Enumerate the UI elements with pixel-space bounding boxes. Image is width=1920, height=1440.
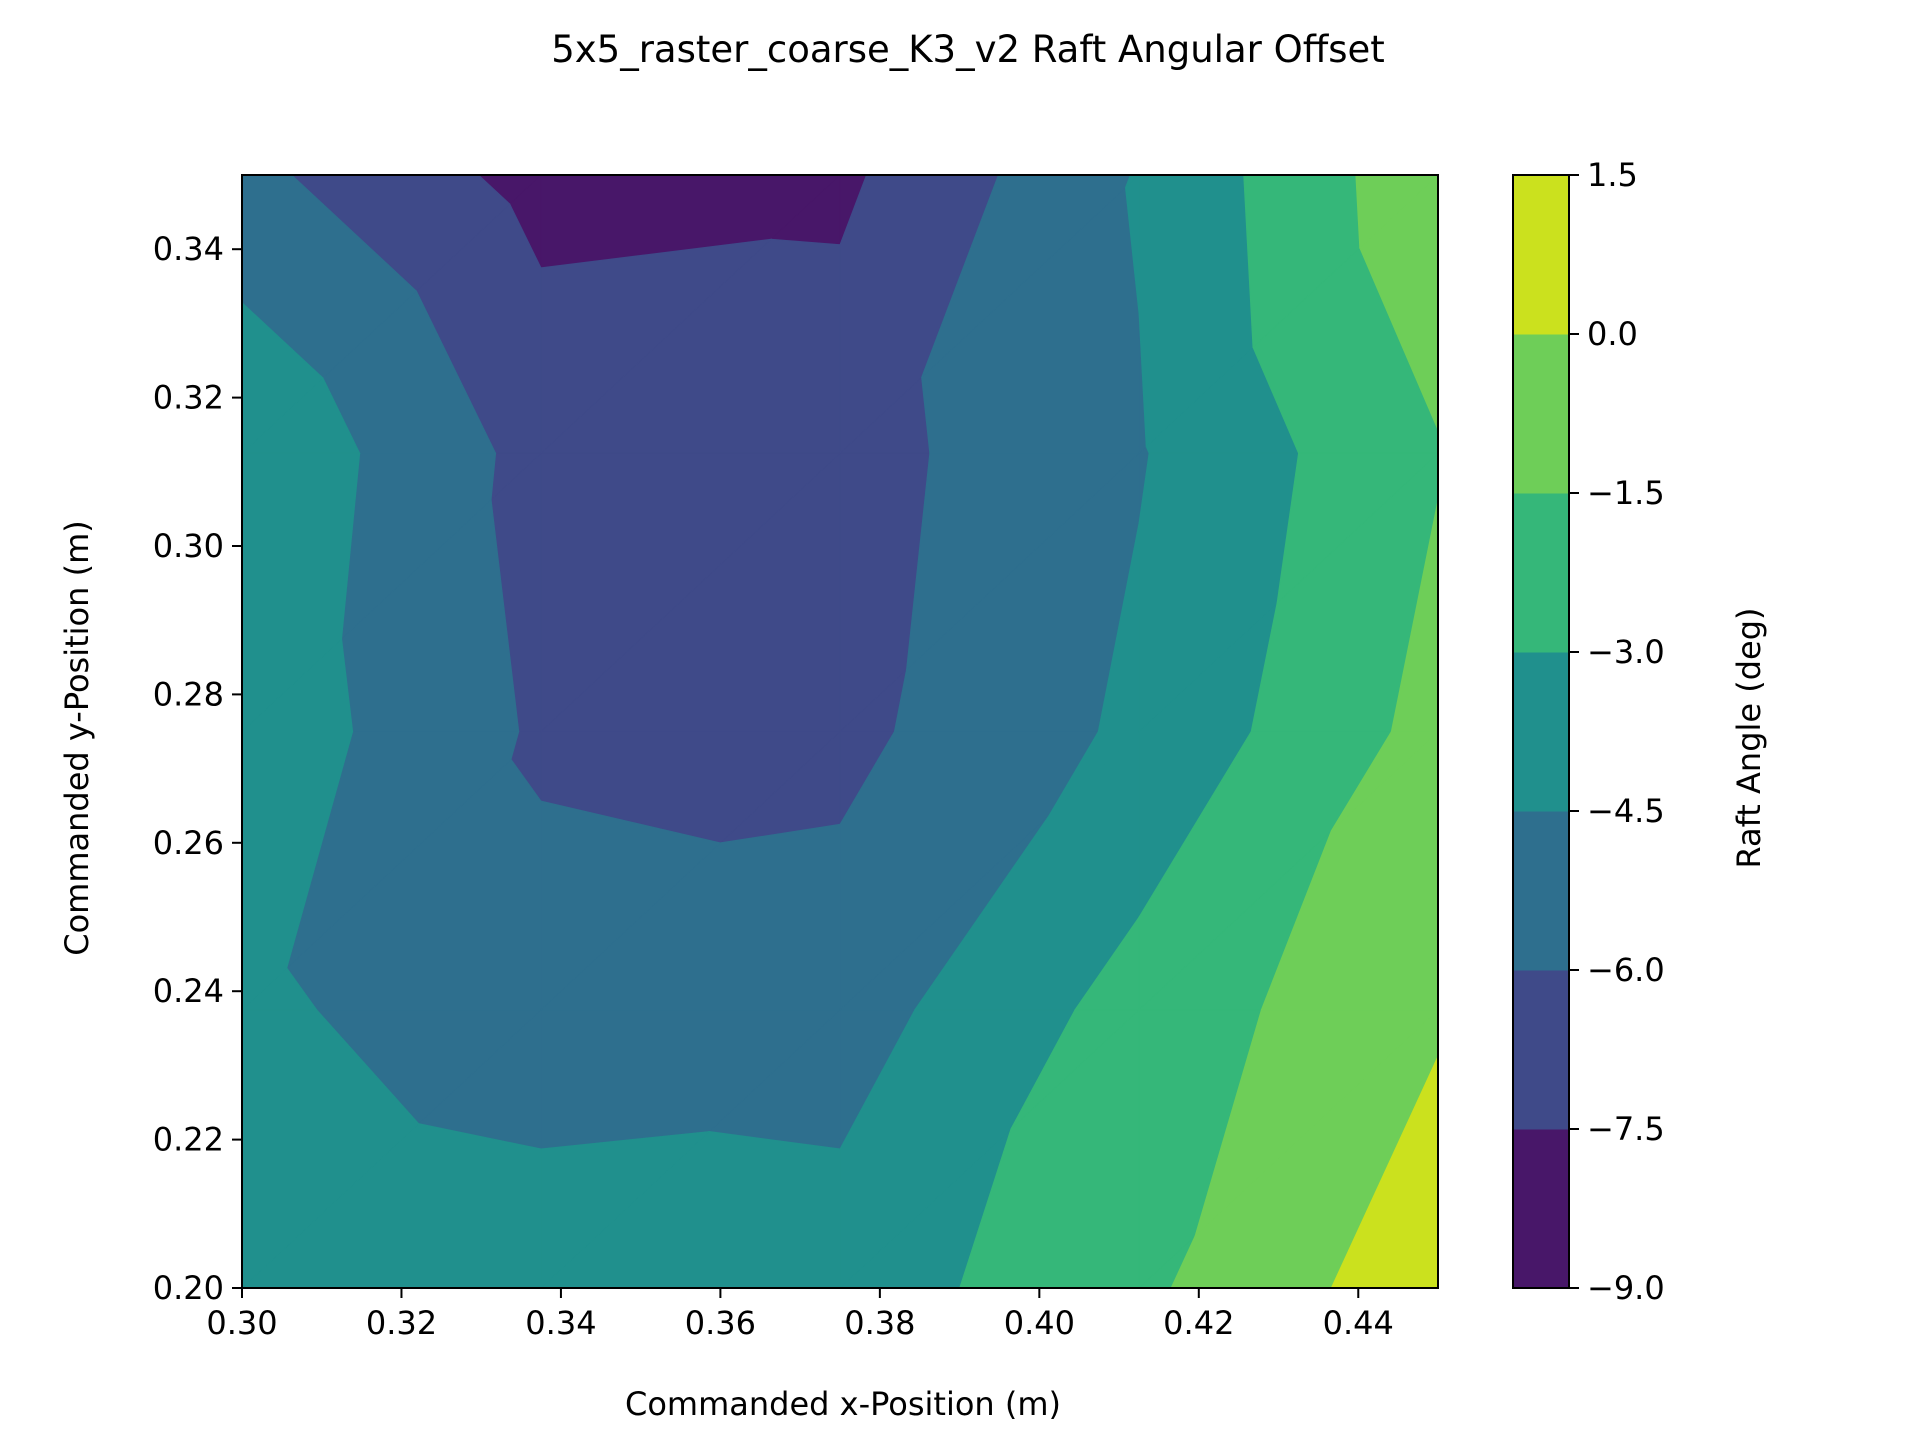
colorbar-label: Raft Angle (deg) <box>1730 607 1768 868</box>
y-tick-label: 0.30 <box>153 527 224 565</box>
contour-plot-area <box>240 174 1440 1289</box>
colorbar-tick-label: −4.5 <box>1587 792 1665 830</box>
colorbar-segment <box>1513 175 1569 335</box>
x-tick-label: 0.36 <box>685 1304 756 1342</box>
y-tick-label: 0.32 <box>153 379 224 417</box>
y-tick-label: 0.20 <box>153 1269 224 1307</box>
chart-title: 5x5_raster_coarse_K3_v2 Raft Angular Off… <box>551 28 1385 71</box>
y-tick-label: 0.34 <box>153 230 224 268</box>
plot-frame <box>241 174 1439 1289</box>
x-tick-label: 0.34 <box>525 1304 596 1342</box>
colorbar-segment <box>1513 811 1569 971</box>
colorbar-segment <box>1513 970 1569 1130</box>
x-axis-label: Commanded x-Position (m) <box>625 1385 1061 1423</box>
y-axis: 0.20 0.22 0.24 0.26 0.28 0.30 0.32 0.34 <box>153 230 242 1307</box>
colorbar: 1.5 0.0 −1.5 −3.0 −4.5 −6.0 −7.5 −9.0 <box>1512 156 1665 1307</box>
contour-band-1 <box>540 238 773 455</box>
colorbar-tick-label: −9.0 <box>1587 1269 1665 1307</box>
colorbar-tick-label: −3.0 <box>1587 633 1665 671</box>
x-tick-label: 0.42 <box>1163 1304 1234 1342</box>
y-tick-label: 0.24 <box>153 972 224 1010</box>
x-axis: 0.30 0.32 0.34 0.36 0.38 0.40 0.42 0.44 <box>206 1288 1394 1342</box>
x-tick-label: 0.30 <box>206 1304 277 1342</box>
colorbar-tick-label: −1.5 <box>1587 474 1665 512</box>
x-tick-label: 0.44 <box>1323 1304 1394 1342</box>
colorbar-segment <box>1513 652 1569 812</box>
y-tick-label: 0.28 <box>153 675 224 713</box>
x-tick-label: 0.40 <box>1004 1304 1075 1342</box>
x-tick-label: 0.32 <box>366 1304 437 1342</box>
colorbar-segment <box>1513 493 1569 653</box>
colorbar-tick-label: −6.0 <box>1587 951 1665 989</box>
colorbar-tick-label: 1.5 <box>1587 156 1638 194</box>
contour-band-2 <box>540 800 722 1011</box>
colorbar-segment <box>1513 1129 1569 1289</box>
x-tick-label: 0.38 <box>844 1304 915 1342</box>
y-tick-label: 0.22 <box>153 1121 224 1159</box>
contour-band-3 <box>540 1130 711 1289</box>
colorbar-segment <box>1513 334 1569 494</box>
colorbar-frame <box>1512 174 1570 1289</box>
y-axis-label: Commanded y-Position (m) <box>58 520 96 955</box>
y-tick-label: 0.26 <box>153 824 224 862</box>
colorbar-tick-label: −7.5 <box>1587 1110 1665 1148</box>
colorbar-tick-label: 0.0 <box>1587 315 1638 353</box>
